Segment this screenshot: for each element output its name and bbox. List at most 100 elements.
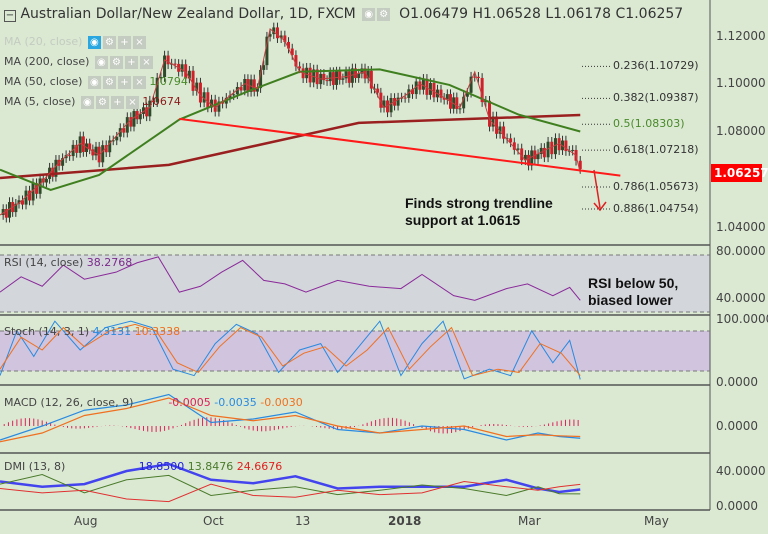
gear-icon[interactable]: ⚙ <box>95 95 109 109</box>
legend-stoch[interactable]: Stoch (14, 3, 1) 4.3131 10.3338 <box>4 325 180 338</box>
close-icon[interactable]: × <box>125 95 139 109</box>
candle <box>159 77 163 79</box>
candle <box>78 136 82 153</box>
candle <box>145 107 149 117</box>
stoch-d-line <box>0 323 581 377</box>
add-icon[interactable]: + <box>124 55 138 69</box>
candle <box>180 64 184 72</box>
candle <box>376 88 380 93</box>
legend-ma50[interactable]: MA (50, close) ◉ ⚙ + × 1.0794 <box>4 75 188 89</box>
visibility-icon[interactable]: ◉ <box>87 75 101 89</box>
add-icon[interactable]: + <box>117 75 131 89</box>
candle <box>557 138 561 151</box>
candle <box>101 145 105 163</box>
gear-icon[interactable]: ⚙ <box>377 7 391 21</box>
candle <box>520 148 524 161</box>
candle <box>502 126 506 139</box>
legend-label: RSI (14, close) <box>4 256 84 269</box>
candle <box>414 81 418 95</box>
candle <box>382 100 386 108</box>
dmi-tick: 40.0000 <box>716 464 766 478</box>
candle <box>122 128 126 133</box>
ohlc-close: C1.06257 <box>615 6 684 22</box>
candle <box>191 70 195 91</box>
add-icon[interactable]: + <box>117 35 131 49</box>
candle <box>564 140 568 152</box>
gear-icon[interactable]: ⚙ <box>102 75 116 89</box>
legend-dmi[interactable]: DMI (13, 8) 18.8500 13.8476 24.6676 <box>4 460 282 473</box>
chart-title: Australian Dollar/New Zealand Dollar, 1D… <box>20 6 356 22</box>
gear-icon[interactable]: ⚙ <box>102 35 116 49</box>
legend-macd[interactable]: MACD (12, 26, close, 9) -0.0005 -0.0035 … <box>4 396 303 409</box>
rsi-line <box>0 256 581 301</box>
candle <box>335 71 339 85</box>
candle <box>480 77 484 103</box>
stoch-d-value: 10.3338 <box>134 325 181 338</box>
candle <box>539 147 543 155</box>
rsi-tick: 40.0000 <box>716 291 766 305</box>
candle <box>202 92 206 103</box>
candle <box>533 150 537 160</box>
visibility-icon[interactable]: ◉ <box>87 35 101 49</box>
legend-ma200[interactable]: MA (200, close) ◉ ⚙ + × <box>4 55 153 69</box>
dmi-tick: 0.0000 <box>716 499 758 513</box>
candle <box>97 146 101 163</box>
add-icon[interactable]: + <box>110 95 124 109</box>
candle <box>187 70 191 79</box>
candle <box>498 126 502 134</box>
visibility-icon[interactable]: ◉ <box>362 7 376 21</box>
candle <box>195 82 199 91</box>
ma5-line <box>0 27 581 216</box>
candle <box>217 101 221 112</box>
rsi-tick: 80.0000 <box>716 244 766 258</box>
visibility-icon[interactable]: ◉ <box>80 95 94 109</box>
candle <box>132 111 136 127</box>
close-icon[interactable]: × <box>132 75 146 89</box>
candle <box>108 140 112 153</box>
candle <box>462 96 466 109</box>
trendline-annotation: Finds strong trendline support at 1.0615 <box>405 195 553 229</box>
dmi-plus-value: 13.8476 <box>187 460 234 473</box>
close-icon[interactable]: × <box>139 55 153 69</box>
candle <box>31 183 35 201</box>
candle <box>94 146 98 156</box>
candle <box>24 190 28 205</box>
candle <box>198 82 202 103</box>
candle <box>546 141 550 158</box>
ohlc-high: H1.06528 <box>472 6 541 22</box>
close-icon[interactable]: × <box>132 35 146 49</box>
candle <box>495 116 499 134</box>
candle <box>442 97 446 100</box>
macd-signal-line <box>0 397 581 443</box>
candle <box>315 69 319 85</box>
candle <box>516 148 520 150</box>
legend-ma5[interactable]: MA (5, close) ◉ ⚙ + × 1.0674 <box>4 95 181 109</box>
time-tick: May <box>644 514 669 528</box>
candle <box>265 36 269 66</box>
legend-label: MACD (12, 26, close, 9) <box>4 396 134 409</box>
candle <box>148 100 152 117</box>
candle <box>28 190 32 201</box>
legend-rsi[interactable]: RSI (14, close) 38.2768 <box>4 256 132 269</box>
price-tick: 1.08000 <box>716 124 766 138</box>
annotation-line: biased lower <box>588 292 673 308</box>
candle <box>509 138 513 143</box>
time-tick: 2018 <box>388 514 422 528</box>
candle <box>290 48 294 56</box>
gear-icon[interactable]: ⚙ <box>109 55 123 69</box>
visibility-icon[interactable]: ◉ <box>94 55 108 69</box>
rsi-annotation: RSI below 50, biased lower <box>588 275 678 309</box>
candle <box>81 136 85 153</box>
ma200-line <box>0 113 581 180</box>
candle <box>578 160 582 169</box>
candle <box>61 158 65 166</box>
candle <box>411 89 415 95</box>
candle <box>338 71 342 80</box>
candle <box>389 97 393 113</box>
time-tick: Oct <box>203 514 224 528</box>
candle <box>527 154 531 166</box>
legend-ma20[interactable]: MA (20, close) ◉ ⚙ + × <box>4 35 146 49</box>
collapse-icon[interactable]: − <box>4 10 16 22</box>
candle <box>287 41 291 49</box>
